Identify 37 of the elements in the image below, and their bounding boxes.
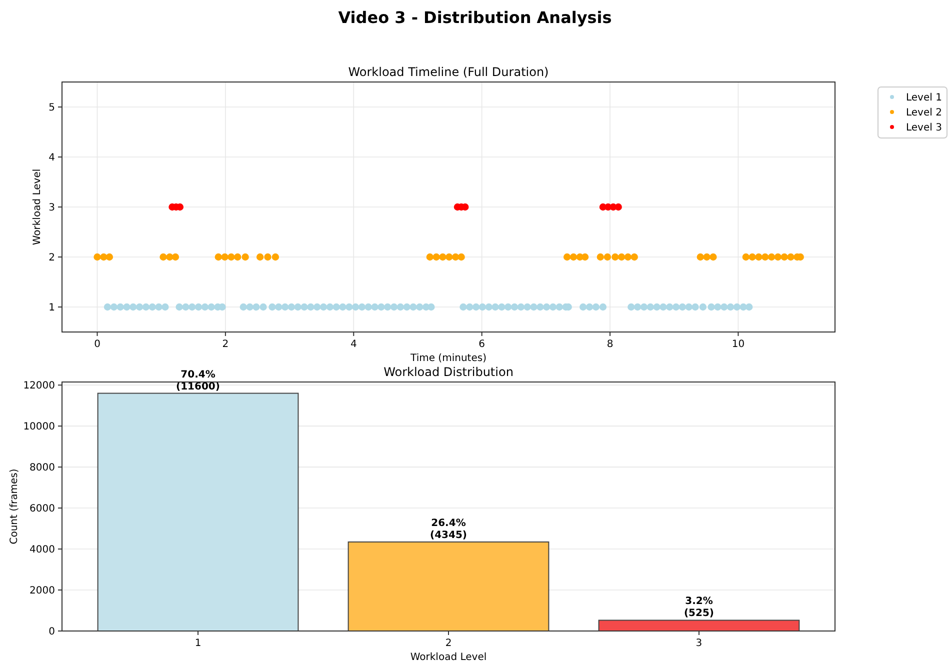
y-tick-label: 0 bbox=[48, 626, 55, 638]
y-tick-label: 2000 bbox=[30, 586, 55, 597]
bar bbox=[97, 392, 299, 632]
y-tick-label: 6000 bbox=[30, 504, 55, 515]
x-tick-label: 8 bbox=[606, 339, 614, 350]
x-axis-title: Time (minutes) bbox=[410, 353, 487, 364]
data-label: 26.4% (4345) bbox=[430, 518, 467, 541]
y-tick-label: 3 bbox=[48, 202, 55, 214]
x-tick-label: 3 bbox=[696, 638, 702, 649]
x-tick-label: 1 bbox=[194, 638, 202, 649]
data-label: 3.2% (525) bbox=[684, 596, 714, 620]
legend-label: Level 1 bbox=[906, 92, 942, 104]
y-tick-label: 5 bbox=[48, 102, 55, 114]
chart-title: Video 3 - Distribution Analysis bbox=[338, 8, 612, 27]
legend-label: Level 3 bbox=[906, 122, 942, 134]
y-tick-label: 1 bbox=[48, 302, 55, 314]
x-tick-label: 10 bbox=[732, 339, 745, 350]
y-tick-label: 4000 bbox=[30, 544, 55, 556]
y-tick-label: 2 bbox=[48, 252, 55, 264]
y-tick-label: 10000 bbox=[23, 422, 55, 433]
y-tick-label: 4 bbox=[48, 152, 55, 164]
x-axis-title: Workload Level bbox=[410, 652, 487, 662]
x-tick-label: 2 bbox=[445, 638, 452, 649]
y-axis-title: Workload Level bbox=[32, 168, 43, 246]
y-axis-title: Count (frames) bbox=[9, 468, 20, 544]
x-tick-label: 4 bbox=[350, 339, 357, 350]
legend-label: Level 2 bbox=[906, 108, 942, 118]
chart-title: Workload Distribution bbox=[384, 365, 514, 379]
y-tick-label: 12000 bbox=[23, 380, 55, 392]
bar bbox=[598, 620, 800, 632]
bar bbox=[348, 541, 550, 632]
x-tick-label: 6 bbox=[478, 339, 486, 350]
y-tick-label: 8000 bbox=[30, 462, 55, 474]
chart-subtitle: Workload Timeline (Full Duration) bbox=[348, 65, 549, 79]
x-tick-label: 2 bbox=[222, 339, 229, 350]
x-tick-label: 0 bbox=[94, 339, 100, 350]
data-label: 70.4% (11600) bbox=[176, 369, 220, 392]
